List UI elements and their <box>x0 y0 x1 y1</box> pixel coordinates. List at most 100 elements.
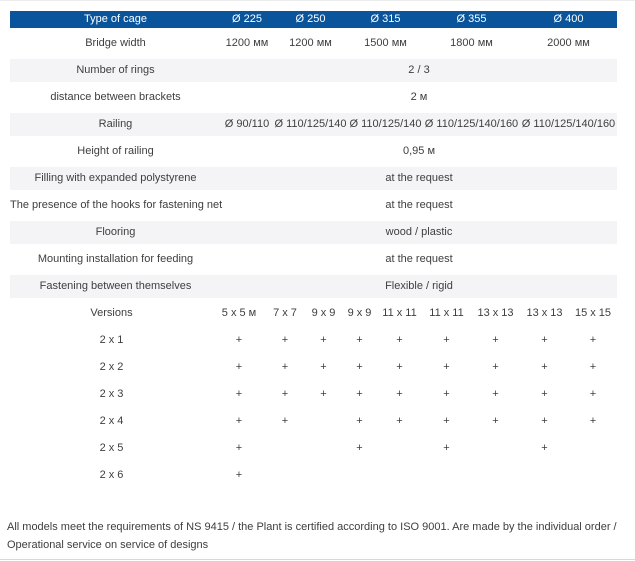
cell-value: + <box>320 388 327 400</box>
spec-table: Type of cage Ø 225 Ø 250 Ø 315 Ø 355 Ø 400 Br… <box>10 11 617 487</box>
cell-value: + <box>396 415 403 427</box>
cell-value: + <box>589 415 597 427</box>
table-row: Bridge width 1200 мм 1200 мм 1500 мм 1800 мм… <box>10 32 617 55</box>
cell-value: + <box>443 442 450 454</box>
cell-value: 11 x 11 <box>382 307 417 319</box>
cell-value: + <box>443 361 450 373</box>
cell-value: 1800 мм <box>450 37 493 49</box>
cell-value: + <box>356 415 363 427</box>
cell-value: + <box>492 361 499 373</box>
cell-value: Ø 110/125/140/160 <box>424 118 519 130</box>
cell-value: 1200 мм <box>289 37 332 49</box>
cell-value: + <box>235 415 243 427</box>
row-value-span: at the request <box>385 199 453 211</box>
table-row: Versions 5 x 5 м 7 x 7 9 x 9 9 x 9 11 x 11 11 … <box>10 302 617 325</box>
cell-value: + <box>356 334 363 346</box>
header-cell-value: Ø 355 <box>456 13 487 25</box>
cell-value: Ø 90/110 <box>224 118 270 130</box>
row-label: Versions <box>90 307 133 319</box>
cell-value: + <box>281 388 289 400</box>
row-label: Mounting installation for feeding <box>37 253 194 265</box>
row-value-span: at the request <box>385 172 453 184</box>
table-row: distance between brackets 2 м <box>10 86 617 109</box>
cell-value: + <box>235 388 243 400</box>
cell-value: Ø 110/125/140 <box>274 118 347 130</box>
table-row: Flooring wood / plastic <box>10 221 617 244</box>
row-value-span: 0,95 м <box>402 145 436 157</box>
row-value-span: Flexible / rigid <box>385 280 453 292</box>
cell-value: + <box>589 334 597 346</box>
row-label: The presence of the hooks for fastening … <box>10 199 223 211</box>
table-row: Mounting installation for feeding at the … <box>10 248 617 271</box>
cell-value: + <box>492 415 499 427</box>
table-row: 2 x 2 + + + + + + + + + <box>10 356 617 379</box>
table-row: 2 x 6 + <box>10 464 617 487</box>
cell-value: + <box>443 415 450 427</box>
row-label: Height of railing <box>77 145 154 157</box>
table-row: Height of railing 0,95 м <box>10 140 617 163</box>
header-row-label: Type of cage <box>84 13 147 25</box>
row-value-span: 2 м <box>410 91 428 103</box>
cell-value: 7 x 7 <box>273 307 297 319</box>
row-label: distance between brackets <box>50 91 181 103</box>
cell-value: 13 x 13 <box>477 307 514 319</box>
header-cell-value: Ø 250 <box>295 13 326 25</box>
cell-value: + <box>541 442 548 454</box>
row-label: 2 x 2 <box>99 361 124 373</box>
spec-table-body: Bridge width 1200 мм 1200 мм 1500 мм 1800 мм… <box>10 32 617 487</box>
cell-value: + <box>281 415 289 427</box>
cell-value: + <box>492 388 499 400</box>
cell-value: Ø 110/125/140/160 <box>521 118 616 130</box>
cell-value: + <box>443 334 450 346</box>
table-row: Fastening between themselves Flexible / r… <box>10 275 617 298</box>
row-label: Flooring <box>95 226 136 238</box>
row-label: 2 x 6 <box>99 469 124 481</box>
cell-value: + <box>443 388 450 400</box>
cell-value: + <box>235 334 243 346</box>
cell-value: + <box>541 334 548 346</box>
cell-value: + <box>320 334 327 346</box>
row-value-span: 2 / 3 <box>408 64 430 76</box>
row-label: 2 x 3 <box>99 388 124 400</box>
cell-value: + <box>396 388 403 400</box>
cell-value: + <box>356 361 363 373</box>
cell-value: 9 x 9 <box>347 307 372 319</box>
cell-value: + <box>281 334 289 346</box>
cell-value: 1200 мм <box>225 37 269 49</box>
cell-value: + <box>235 469 243 481</box>
row-label: Railing <box>98 118 133 130</box>
cell-value: 9 x 9 <box>311 307 336 319</box>
header-cell-value: Ø 225 <box>232 13 262 25</box>
cell-value: + <box>320 361 327 373</box>
row-label: 2 x 5 <box>99 442 124 454</box>
row-label: Number of rings <box>76 64 155 76</box>
table-row: Filling with expanded polystyrene at the … <box>10 167 617 190</box>
cell-value: + <box>541 361 548 373</box>
cell-value: 15 x 15 <box>574 307 612 319</box>
cell-value: + <box>589 388 597 400</box>
bottom-divider <box>0 559 635 560</box>
cell-value: 5 x 5 м <box>221 307 257 319</box>
cell-value: + <box>356 388 363 400</box>
table-row: The presence of the hooks for fastening … <box>10 194 617 217</box>
table-row: 2 x 5 + + + + <box>10 437 617 460</box>
row-label: 2 x 4 <box>99 415 124 427</box>
cell-value: 2000 мм <box>547 37 590 49</box>
table-header-row: Type of cage Ø 225 Ø 250 Ø 315 Ø 355 Ø 400 <box>10 11 617 28</box>
header-cell-value: Ø 315 <box>370 13 401 25</box>
cell-value: + <box>589 361 597 373</box>
cell-value: Ø 110/125/140 <box>349 118 422 130</box>
row-label: 2 x 1 <box>99 334 124 346</box>
cell-value: + <box>492 334 499 346</box>
row-value-span: at the request <box>385 253 453 265</box>
cell-value: + <box>396 361 403 373</box>
cell-value: + <box>541 415 548 427</box>
cell-value: + <box>396 334 403 346</box>
cell-value: + <box>235 442 243 454</box>
table-row: Number of rings 2 / 3 <box>10 59 617 82</box>
row-label: Filling with expanded polystyrene <box>34 172 197 184</box>
footnote: All models meet the requirements of NS 9… <box>7 521 617 551</box>
cell-value: + <box>541 388 548 400</box>
table-row: 2 x 1 + + + + + + + + + <box>10 329 617 352</box>
cell-value: + <box>356 442 363 454</box>
